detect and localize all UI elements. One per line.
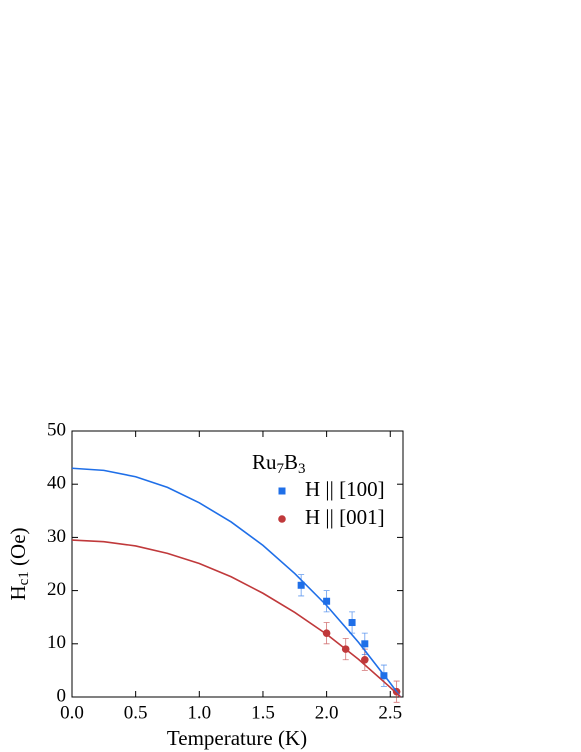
y-axis-label: Hc1 (Oe) [6, 527, 33, 600]
y-label-unit: (Oe) [6, 527, 30, 571]
y-tick-label: 20 [47, 579, 66, 600]
legend-title-part: Ru [252, 450, 277, 474]
point [348, 619, 356, 627]
plot-frame [71, 430, 404, 698]
legend-title-sub: 3 [298, 461, 306, 477]
y-label-main: H [6, 585, 30, 600]
x-tick-label: 1.0 [187, 702, 211, 723]
point [361, 655, 369, 664]
legend-title-part: B [284, 450, 298, 474]
legend-marker [278, 515, 286, 523]
legend-label: H || [001] [305, 505, 385, 529]
legend-title: Ru7B3 [252, 450, 306, 478]
x-tick-label: 0.5 [124, 702, 148, 723]
fit-line [71, 539, 402, 698]
y-tick-label: 30 [47, 526, 66, 547]
y-tick-label: 10 [47, 632, 66, 653]
y-label-sub: c1 [16, 571, 32, 585]
x-tick-label: 1.5 [251, 702, 275, 723]
legend-label: H || [100] [305, 477, 385, 501]
fit-line [71, 467, 402, 698]
x-axis-label: Temperature (K) [167, 726, 307, 750]
x-tick-label: 0.0 [60, 702, 84, 723]
y-tick-label: 40 [47, 473, 66, 494]
x-tick-label: 2.0 [315, 702, 339, 723]
point [323, 597, 331, 605]
legend-marker [278, 487, 286, 495]
point [297, 581, 305, 589]
point [361, 640, 369, 648]
legend-title-sub: 7 [277, 461, 285, 477]
x-tick-label: 2.5 [378, 702, 402, 723]
y-tick-label: 50 [47, 419, 66, 440]
y-tick-label: 0 [57, 685, 67, 706]
